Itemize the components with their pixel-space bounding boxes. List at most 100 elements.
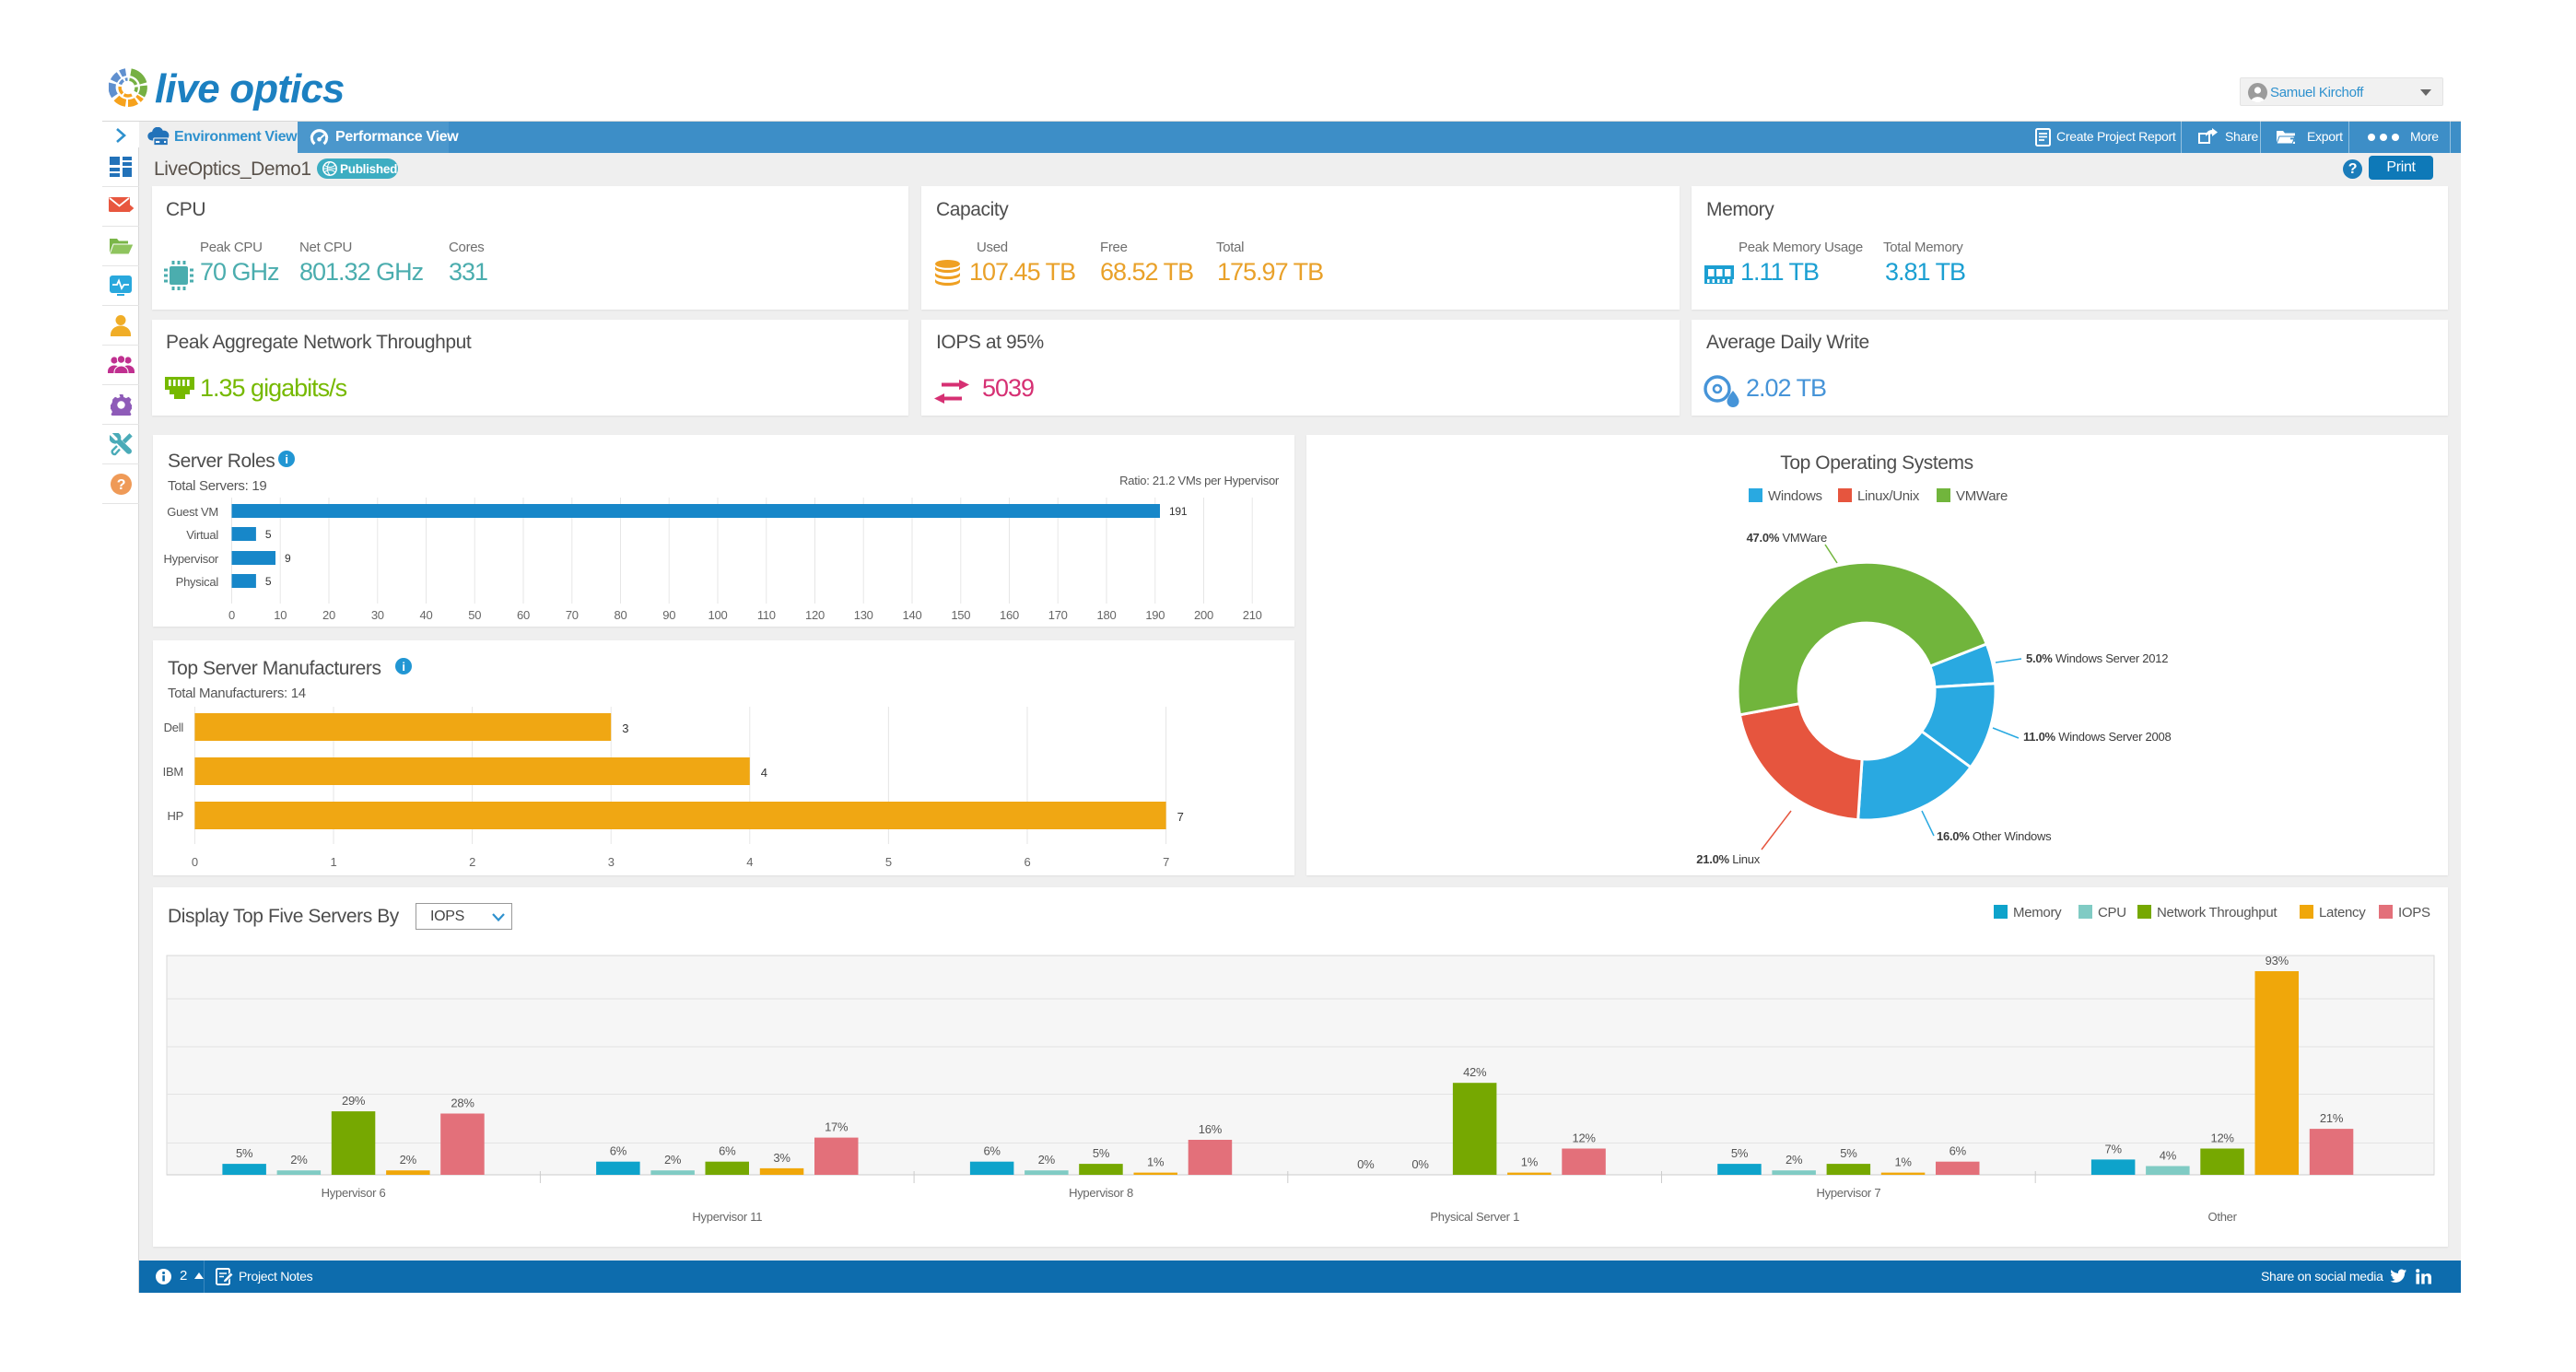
svg-text:6%: 6%: [610, 1144, 627, 1158]
svg-text:1: 1: [331, 855, 337, 869]
svg-text:IOPS: IOPS: [2398, 905, 2430, 921]
svg-text:4: 4: [761, 766, 767, 780]
svg-text:7: 7: [1177, 810, 1184, 824]
svg-text:Total Manufacturers: 14: Total Manufacturers: 14: [168, 686, 306, 701]
svg-text:2%: 2%: [1038, 1153, 1056, 1167]
svg-text:16%: 16%: [1199, 1122, 1223, 1136]
svg-text:Other: Other: [2207, 1210, 2237, 1224]
svg-text:28%: 28%: [451, 1096, 474, 1110]
svg-text:Linux/Unix: Linux/Unix: [1857, 488, 1920, 504]
svg-text:110: 110: [757, 608, 776, 622]
svg-text:Server Roles: Server Roles: [168, 451, 275, 472]
svg-text:90: 90: [662, 608, 675, 622]
svg-text:5%: 5%: [1731, 1146, 1749, 1160]
svg-text:21%: 21%: [2320, 1111, 2344, 1125]
svg-text:7%: 7%: [2105, 1142, 2123, 1155]
svg-text:Hypervisor 7: Hypervisor 7: [1816, 1186, 1880, 1200]
svg-text:21.0% Linux: 21.0% Linux: [1696, 852, 1760, 866]
svg-text:20: 20: [322, 608, 335, 622]
svg-text:2%: 2%: [400, 1153, 417, 1167]
svg-text:6%: 6%: [983, 1144, 1001, 1158]
svg-text:47.0% VMWare: 47.0% VMWare: [1747, 531, 1827, 545]
svg-text:130: 130: [854, 608, 873, 622]
svg-text:60: 60: [517, 608, 530, 622]
svg-text:80: 80: [615, 608, 627, 622]
svg-text:190: 190: [1145, 608, 1165, 622]
svg-text:i: i: [402, 660, 404, 674]
svg-text:12%: 12%: [1572, 1132, 1596, 1145]
svg-text:live optics: live optics: [155, 67, 345, 111]
svg-text:2%: 2%: [664, 1153, 682, 1167]
svg-text:Dell: Dell: [164, 721, 184, 734]
svg-text:5.0% Windows Server 2012: 5.0% Windows Server 2012: [2026, 651, 2168, 665]
svg-text:10: 10: [274, 608, 287, 622]
svg-text:0: 0: [228, 608, 235, 622]
svg-text:191: 191: [1169, 505, 1188, 518]
svg-text:7: 7: [1163, 855, 1169, 869]
svg-text:140: 140: [903, 608, 922, 622]
svg-text:40: 40: [420, 608, 433, 622]
svg-text:180: 180: [1097, 608, 1117, 622]
svg-text:2%: 2%: [290, 1153, 308, 1167]
svg-text:100: 100: [708, 608, 728, 622]
svg-text:Latency: Latency: [2319, 905, 2366, 921]
svg-text:Top Server Manufacturers: Top Server Manufacturers: [168, 658, 381, 679]
svg-text:30: 30: [371, 608, 384, 622]
svg-text:4%: 4%: [2160, 1149, 2177, 1163]
svg-text:42%: 42%: [1463, 1065, 1487, 1079]
svg-text:6: 6: [1025, 855, 1031, 869]
svg-text:93%: 93%: [2266, 954, 2289, 967]
svg-text:160: 160: [1000, 608, 1019, 622]
svg-text:?: ?: [117, 477, 125, 493]
svg-text:3: 3: [622, 721, 628, 735]
svg-text:Physical: Physical: [176, 575, 219, 589]
svg-text:6%: 6%: [1950, 1144, 1967, 1158]
svg-text:5: 5: [265, 528, 272, 541]
svg-text:Memory: Memory: [2013, 905, 2062, 921]
svg-text:Virtual: Virtual: [186, 528, 218, 542]
svg-text:VMWare: VMWare: [1956, 488, 2008, 504]
svg-text:9: 9: [285, 552, 291, 565]
svg-text:5: 5: [885, 855, 892, 869]
svg-text:200: 200: [1194, 608, 1213, 622]
svg-text:1%: 1%: [1147, 1155, 1165, 1169]
svg-text:IBM: IBM: [163, 765, 183, 779]
svg-text:5%: 5%: [1093, 1146, 1110, 1160]
svg-text:i: i: [285, 452, 287, 466]
svg-text:5: 5: [265, 575, 272, 588]
svg-text:70: 70: [566, 608, 579, 622]
svg-text:0%: 0%: [1411, 1157, 1429, 1171]
svg-text:3%: 3%: [773, 1151, 790, 1165]
svg-text:150: 150: [951, 608, 970, 622]
svg-text:50: 50: [468, 608, 481, 622]
svg-text:5%: 5%: [236, 1146, 253, 1160]
svg-text:1%: 1%: [1521, 1155, 1539, 1169]
svg-text:11.0% Windows Server 2008: 11.0% Windows Server 2008: [2023, 730, 2171, 744]
svg-text:Hypervisor 6: Hypervisor 6: [322, 1186, 386, 1200]
svg-text:4: 4: [746, 855, 753, 869]
svg-text:1%: 1%: [1894, 1155, 1912, 1169]
svg-text:Physical Server 1: Physical Server 1: [1430, 1210, 1519, 1224]
svg-text:16.0% Other Windows: 16.0% Other Windows: [1937, 829, 2052, 843]
svg-text:12%: 12%: [2210, 1132, 2234, 1145]
svg-text:0: 0: [192, 855, 198, 869]
svg-text:2: 2: [469, 855, 475, 869]
svg-text:Guest VM: Guest VM: [167, 505, 218, 519]
svg-text:210: 210: [1243, 608, 1262, 622]
svg-text:Total Servers: 19: Total Servers: 19: [168, 478, 266, 494]
svg-text:3: 3: [608, 855, 615, 869]
svg-text:120: 120: [805, 608, 825, 622]
svg-text:29%: 29%: [342, 1094, 366, 1108]
svg-text:17%: 17%: [825, 1120, 849, 1134]
svg-text:Hypervisor 11: Hypervisor 11: [692, 1210, 762, 1224]
svg-text:Hypervisor: Hypervisor: [163, 552, 218, 566]
svg-text:CPU: CPU: [2098, 905, 2126, 921]
svg-text:5%: 5%: [1840, 1146, 1857, 1160]
svg-text:Top Operating Systems: Top Operating Systems: [1780, 452, 1973, 474]
svg-text:Ratio: 21.2 VMs per Hypervisor: Ratio: 21.2 VMs per Hypervisor: [1119, 474, 1280, 487]
svg-text:0%: 0%: [1357, 1157, 1375, 1171]
svg-text:HP: HP: [167, 809, 183, 823]
svg-text:6%: 6%: [719, 1144, 736, 1158]
svg-text:2%: 2%: [1786, 1153, 1803, 1167]
svg-text:Network Throughput: Network Throughput: [2157, 905, 2277, 921]
